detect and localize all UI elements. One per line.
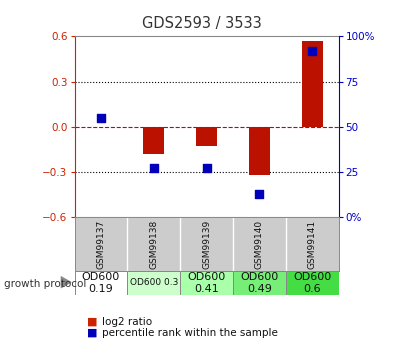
Text: OD600
0.19: OD600 0.19 bbox=[82, 272, 120, 294]
Point bbox=[150, 166, 157, 171]
Bar bbox=[249, 127, 270, 175]
Text: growth protocol: growth protocol bbox=[4, 279, 86, 288]
Bar bbox=[143, 127, 164, 154]
Bar bbox=[196, 127, 217, 146]
Text: GSM99139: GSM99139 bbox=[202, 219, 211, 269]
Bar bbox=[233, 271, 286, 295]
Text: OD600
0.6: OD600 0.6 bbox=[293, 272, 331, 294]
Text: ■: ■ bbox=[87, 317, 97, 326]
Bar bbox=[301, 41, 323, 127]
Text: OD600
0.49: OD600 0.49 bbox=[240, 272, 278, 294]
Polygon shape bbox=[61, 276, 71, 288]
Point bbox=[98, 115, 104, 120]
Point bbox=[309, 48, 315, 53]
Point bbox=[203, 166, 210, 171]
Text: OD600
0.41: OD600 0.41 bbox=[187, 272, 226, 294]
Text: GSM99141: GSM99141 bbox=[307, 219, 317, 269]
Text: GSM99140: GSM99140 bbox=[255, 219, 264, 269]
Text: log2 ratio: log2 ratio bbox=[102, 317, 152, 326]
Text: GDS2593 / 3533: GDS2593 / 3533 bbox=[141, 16, 262, 30]
Bar bbox=[75, 271, 127, 295]
Text: OD600 0.3: OD600 0.3 bbox=[129, 278, 178, 287]
Point bbox=[256, 191, 263, 197]
Text: GSM99138: GSM99138 bbox=[149, 219, 158, 269]
Bar bbox=[286, 271, 339, 295]
Text: GSM99137: GSM99137 bbox=[96, 219, 106, 269]
Bar bbox=[180, 271, 233, 295]
Bar bbox=[127, 271, 180, 295]
Text: percentile rank within the sample: percentile rank within the sample bbox=[102, 328, 278, 338]
Text: ■: ■ bbox=[87, 328, 97, 338]
